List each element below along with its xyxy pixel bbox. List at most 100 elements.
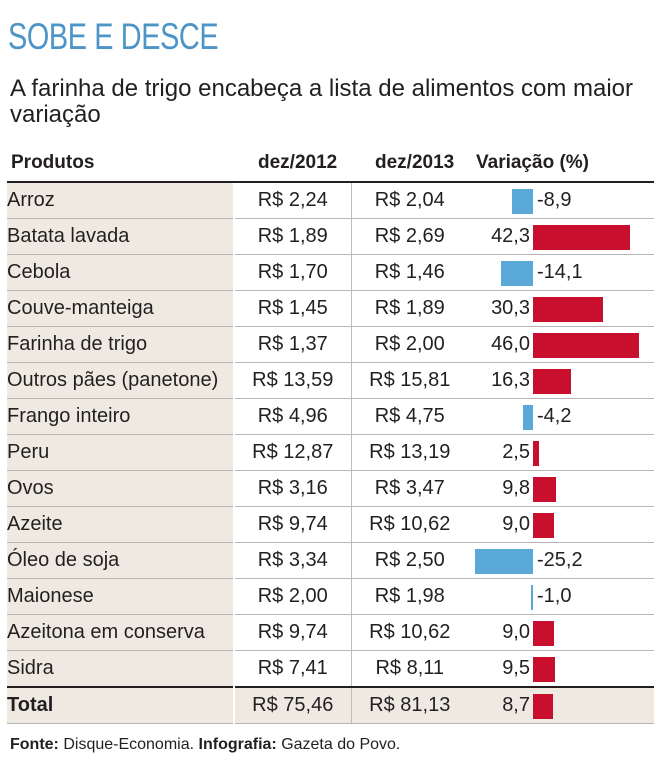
table-row: Sidra R$ 7,41 R$ 8,11 9,5: [7, 650, 654, 688]
price-2012-cell: R$ 1,37: [234, 326, 352, 363]
price-2012-cell: R$ 1,89: [234, 218, 352, 255]
table-body: Arroz R$ 2,24 R$ 2,04 -8,9 Batata lavada R$ 1…: [7, 182, 654, 724]
increase-bar: [533, 657, 555, 682]
variation-bar-area: 30,3: [468, 291, 654, 326]
variation-bar-area: 9,5: [468, 651, 654, 686]
variation-label: -25,2: [537, 549, 583, 571]
increase-bar: [533, 477, 556, 502]
variation-label: 16,3: [491, 369, 530, 391]
table-row: Outros pães (panetone) R$ 13,59 R$ 15,81 16…: [7, 362, 654, 399]
variation-label: 9,5: [502, 657, 530, 679]
table-row: Azeite R$ 9,74 R$ 10,62 9,0: [7, 506, 654, 543]
price-2013-cell: R$ 13,19: [351, 434, 468, 471]
decrease-bar: [530, 585, 533, 610]
price-2013-cell: R$ 81,13: [351, 686, 468, 724]
product-name-cell: Azeite: [7, 506, 235, 543]
product-name-cell: Total: [7, 686, 235, 724]
product-name-cell: Farinha de trigo: [7, 326, 235, 363]
price-2012-cell: R$ 7,41: [234, 650, 352, 688]
product-name-cell: Cebola: [7, 254, 235, 291]
variation-bar-area: -25,2: [468, 543, 654, 578]
price-2013-cell: R$ 3,47: [351, 470, 468, 507]
variation-label: -1,0: [537, 585, 572, 607]
table-row: Maionese R$ 2,00 R$ 1,98 -1,0: [7, 578, 654, 615]
price-2012-cell: R$ 2,00: [234, 578, 352, 615]
product-name-cell: Batata lavada: [7, 218, 235, 255]
product-name-cell: Maionese: [7, 578, 235, 615]
variation-cell: -8,9: [468, 182, 654, 219]
price-2012-cell: R$ 3,34: [234, 542, 352, 579]
chart-subtitle: A farinha de trigo encabeça a lista de a…: [10, 75, 634, 128]
variation-bar-area: 9,0: [468, 615, 654, 650]
increase-bar: [533, 225, 631, 250]
price-2013-cell: R$ 4,75: [351, 398, 468, 435]
variation-label: 2,5: [502, 441, 530, 463]
variation-cell: 2,5: [468, 434, 654, 471]
variation-cell: 42,3: [468, 218, 654, 255]
variation-bar-area: 42,3: [468, 219, 654, 254]
chart-footer: Fonte: Disque-Economia. Infografia: Gaze…: [10, 736, 400, 754]
variation-label: 42,3: [491, 225, 530, 247]
price-2012-cell: R$ 12,87: [234, 434, 352, 471]
table-row: Peru R$ 12,87 R$ 13,19 2,5: [7, 434, 654, 471]
price-2012-cell: R$ 75,46: [234, 686, 352, 724]
price-2012-cell: R$ 9,74: [234, 506, 352, 543]
price-2012-cell: R$ 9,74: [234, 614, 352, 651]
variation-bar-area: 16,3: [468, 363, 654, 398]
price-2013-cell: R$ 2,50: [351, 542, 468, 579]
product-name-cell: Couve-manteiga: [7, 290, 235, 327]
price-2013-cell: R$ 8,11: [351, 650, 468, 688]
variation-bar-area: -8,9: [468, 183, 654, 218]
variation-cell: -4,2: [468, 398, 654, 435]
total-row: Total R$ 75,46 R$ 81,13 8,7: [7, 686, 654, 724]
variation-bar-area: -1,0: [468, 579, 654, 614]
price-2013-cell: R$ 15,81: [351, 362, 468, 399]
price-2013-cell: R$ 1,89: [351, 290, 468, 327]
price-2012-cell: R$ 1,70: [234, 254, 352, 291]
variation-bar-area: -4,2: [468, 399, 654, 434]
product-name-cell: Azeitona em conserva: [7, 614, 235, 651]
price-table: Produtos dez/2012 dez/2013 Variação (%) …: [7, 145, 654, 724]
variation-cell: 9,8: [468, 470, 654, 507]
product-name-cell: Ovos: [7, 470, 235, 507]
increase-bar: [533, 333, 639, 358]
increase-bar: [533, 441, 539, 466]
product-name-cell: Outros pães (panetone): [7, 362, 235, 399]
variation-cell: 30,3: [468, 290, 654, 327]
price-2013-cell: R$ 2,00: [351, 326, 468, 363]
table-row: Arroz R$ 2,24 R$ 2,04 -8,9: [7, 182, 654, 219]
decrease-bar: [512, 189, 533, 214]
credit-value: Gazeta do Povo.: [281, 736, 401, 753]
variation-label: 8,7: [502, 694, 530, 716]
price-2012-cell: R$ 1,45: [234, 290, 352, 327]
chart-kicker: SOBE E DESCE: [8, 16, 219, 57]
variation-cell: 8,7: [468, 686, 654, 724]
price-2012-cell: R$ 3,16: [234, 470, 352, 507]
table-row: Óleo de soja R$ 3,34 R$ 2,50 -25,2: [7, 542, 654, 579]
table-row: Ovos R$ 3,16 R$ 3,47 9,8: [7, 470, 654, 507]
price-2013-cell: R$ 10,62: [351, 506, 468, 543]
price-2012-cell: R$ 2,24: [234, 182, 352, 219]
table-row: Batata lavada R$ 1,89 R$ 2,69 42,3: [7, 218, 654, 255]
price-2013-cell: R$ 10,62: [351, 614, 468, 651]
price-2012-cell: R$ 13,59: [234, 362, 352, 399]
product-name-cell: Peru: [7, 434, 235, 471]
product-name-cell: Sidra: [7, 650, 235, 688]
product-name-cell: Arroz: [7, 182, 235, 219]
price-2013-cell: R$ 1,98: [351, 578, 468, 615]
product-name-cell: Óleo de soja: [7, 542, 235, 579]
variation-label: 9,0: [502, 513, 530, 535]
credit-label: Infografia:: [198, 736, 277, 753]
variation-bar-area: 8,7: [468, 689, 654, 723]
variation-bar-area: -14,1: [468, 255, 654, 290]
variation-label: 9,0: [502, 621, 530, 643]
decrease-bar: [500, 261, 533, 286]
table-row: Farinha de trigo R$ 1,37 R$ 2,00 46,0: [7, 326, 654, 363]
decrease-bar: [474, 549, 533, 574]
table-row: Azeitona em conserva R$ 9,74 R$ 10,62 9,0: [7, 614, 654, 651]
column-header-dec2012: dez/2012: [234, 145, 351, 183]
source-label: Fonte:: [10, 736, 59, 753]
variation-bar-area: 9,0: [468, 507, 654, 542]
variation-cell: -1,0: [468, 578, 654, 615]
table-row: Couve-manteiga R$ 1,45 R$ 1,89 30,3: [7, 290, 654, 327]
